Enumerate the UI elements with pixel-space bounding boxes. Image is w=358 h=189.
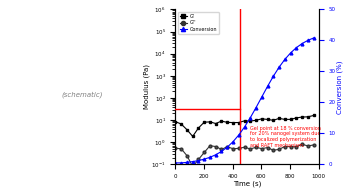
Line: G'': G'' — [174, 143, 315, 168]
G'' — [260, 147, 264, 150]
G'' — [311, 144, 316, 146]
Conversion — [231, 141, 235, 143]
Conversion — [185, 161, 189, 163]
Conversion — [260, 96, 264, 98]
Conversion — [196, 160, 200, 162]
G' — [283, 118, 287, 121]
Y-axis label: Modulus (Pa): Modulus (Pa) — [144, 64, 150, 109]
G' — [277, 117, 281, 119]
G' — [196, 127, 200, 129]
Conversion — [179, 162, 183, 164]
G'' — [196, 158, 200, 161]
G' — [260, 118, 264, 120]
G' — [190, 135, 195, 138]
Y-axis label: Conversion (%): Conversion (%) — [337, 60, 343, 114]
Conversion — [277, 66, 281, 68]
Line: G': G' — [174, 114, 315, 138]
G' — [248, 120, 252, 122]
Conversion — [300, 43, 304, 45]
Conversion — [214, 154, 218, 156]
Conversion — [248, 117, 252, 119]
G'' — [225, 146, 229, 148]
G'' — [214, 145, 218, 148]
G'' — [242, 146, 247, 148]
G'' — [231, 148, 235, 150]
G' — [300, 116, 304, 118]
G'' — [277, 148, 281, 150]
Line: Conversion: Conversion — [174, 37, 315, 164]
G' — [242, 120, 247, 122]
G'' — [289, 146, 293, 148]
Text: Gel point at 18 % conversion
for 20% nanogel system due
to localized polymerizat: Gel point at 18 % conversion for 20% nan… — [250, 126, 321, 148]
G' — [237, 121, 241, 124]
G'' — [294, 146, 299, 148]
Conversion — [237, 134, 241, 136]
Conversion — [202, 158, 206, 160]
G' — [225, 121, 229, 123]
Conversion — [242, 126, 247, 128]
G' — [202, 121, 206, 123]
G' — [311, 114, 316, 117]
G' — [214, 122, 218, 125]
G'' — [208, 145, 212, 147]
G'' — [306, 145, 310, 147]
G' — [219, 120, 224, 122]
Conversion — [306, 39, 310, 42]
G'' — [179, 148, 183, 150]
Conversion — [254, 106, 258, 109]
Text: (schematic): (schematic) — [62, 91, 103, 98]
Legend: G', G'', Conversion: G', G'', Conversion — [178, 12, 219, 34]
G'' — [190, 165, 195, 168]
G' — [179, 123, 183, 125]
Conversion — [289, 52, 293, 54]
Conversion — [208, 156, 212, 158]
G' — [271, 119, 275, 122]
G' — [294, 117, 299, 119]
G' — [306, 116, 310, 118]
G'' — [185, 154, 189, 157]
G' — [254, 119, 258, 122]
G'' — [265, 146, 270, 149]
G' — [289, 118, 293, 121]
Conversion — [294, 46, 299, 49]
Conversion — [190, 160, 195, 163]
G' — [231, 122, 235, 124]
G'' — [219, 148, 224, 151]
G'' — [271, 149, 275, 151]
G'' — [248, 148, 252, 150]
G'' — [202, 151, 206, 154]
Conversion — [311, 37, 316, 39]
Conversion — [173, 162, 178, 164]
G'' — [300, 143, 304, 145]
Conversion — [219, 150, 224, 153]
Conversion — [283, 58, 287, 61]
G'' — [173, 147, 178, 149]
G' — [185, 129, 189, 131]
G' — [173, 121, 178, 123]
Conversion — [265, 85, 270, 88]
Conversion — [225, 146, 229, 148]
G' — [265, 118, 270, 121]
G'' — [237, 147, 241, 149]
G' — [208, 121, 212, 123]
Conversion — [271, 75, 275, 77]
G'' — [254, 146, 258, 148]
G'' — [283, 145, 287, 148]
X-axis label: Time (s): Time (s) — [233, 180, 261, 187]
